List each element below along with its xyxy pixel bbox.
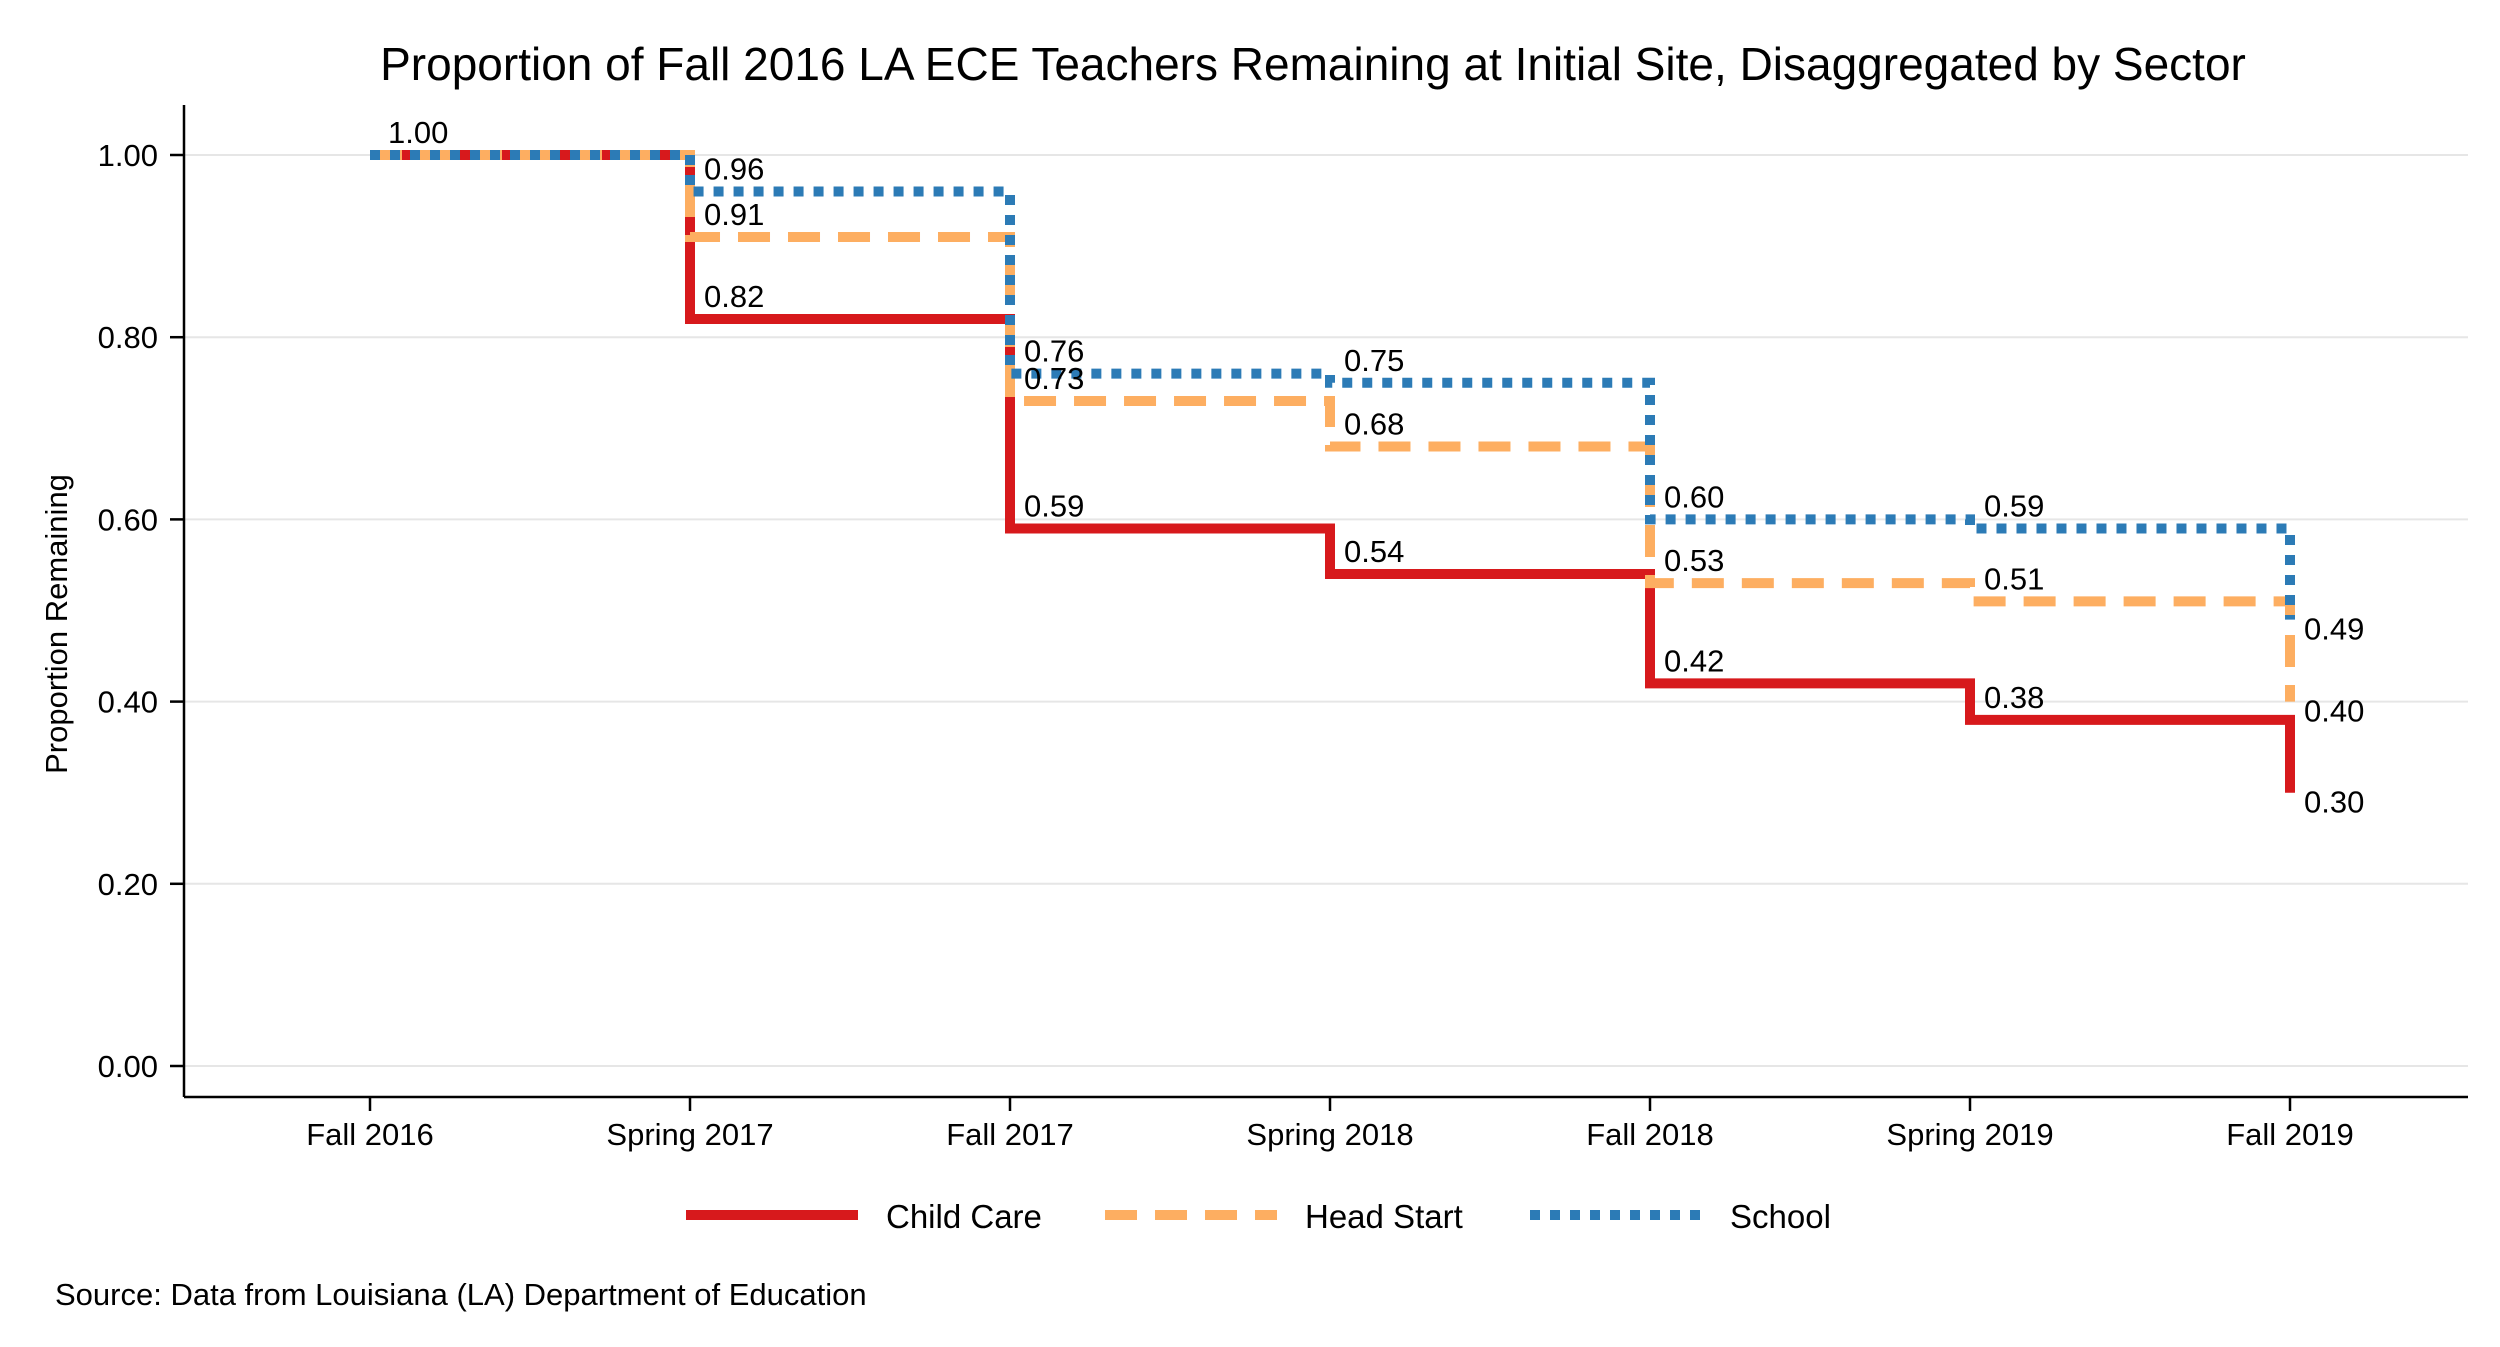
y-axis-ticks: 0.00 0.20 0.40 0.60 0.80 1.00 (98, 138, 184, 1084)
x-tick-label: Fall 2019 (2226, 1117, 2354, 1152)
data-label: 0.96 (704, 151, 764, 186)
series-line-head-start (370, 150, 2295, 702)
data-labels: 1.00 0.82 0.59 0.54 0.42 0.38 0.30 0.91 0.73 0.68… (388, 115, 2364, 820)
gridlines (184, 154, 2468, 1067)
x-tick-label: Spring 2017 (606, 1117, 773, 1152)
data-label: 0.42 (1664, 643, 1724, 678)
data-label: 0.49 (2304, 612, 2364, 647)
x-tick-label: Fall 2017 (946, 1117, 1074, 1152)
data-label: 0.68 (1344, 407, 1404, 442)
data-label: 0.53 (1664, 543, 1724, 578)
chart-title: Proportion of Fall 2016 LA ECE Teachers … (380, 38, 2246, 90)
y-tick-label: 0.80 (98, 320, 158, 355)
series-line-school (370, 150, 2295, 620)
y-tick-label: 0.00 (98, 1049, 158, 1084)
x-tick-label: Fall 2018 (1586, 1117, 1714, 1152)
x-tick-label: Fall 2016 (306, 1117, 434, 1152)
data-label: 0.82 (704, 279, 764, 314)
data-label: 0.76 (1024, 334, 1084, 369)
y-tick-label: 0.60 (98, 502, 158, 537)
data-label: 1.00 (388, 115, 448, 150)
y-tick-label: 0.40 (98, 685, 158, 720)
y-axis-title: Proportion Remaining (39, 474, 74, 774)
data-label: 0.75 (1344, 343, 1404, 378)
x-tick-label: Spring 2018 (1246, 1117, 1413, 1152)
legend-label: Child Care (886, 1198, 1042, 1235)
x-axis-ticks: Fall 2016 Spring 2017 Fall 2017 Spring 2018… (306, 1097, 2354, 1152)
legend: Child Care Head Start School (686, 1198, 1831, 1235)
data-label: 0.59 (1024, 489, 1084, 524)
data-label: 0.40 (2304, 694, 2364, 729)
data-label: 0.51 (1984, 561, 2044, 596)
series-lines (370, 150, 2295, 793)
legend-label: School (1730, 1198, 1831, 1235)
data-label: 0.54 (1344, 534, 1404, 569)
x-tick-label: Spring 2019 (1886, 1117, 2053, 1152)
series-line-child-care (370, 150, 2295, 793)
data-label: 0.59 (1984, 489, 2044, 524)
y-tick-label: 0.20 (98, 867, 158, 902)
legend-label: Head Start (1305, 1198, 1463, 1235)
data-label: 0.60 (1664, 479, 1724, 514)
data-label: 0.38 (1984, 680, 2044, 715)
data-label: 0.30 (2304, 785, 2364, 820)
y-tick-label: 1.00 (98, 138, 158, 173)
source-note: Source: Data from Louisiana (LA) Departm… (55, 1277, 867, 1312)
data-label: 0.91 (704, 197, 764, 232)
data-label: 0.73 (1024, 361, 1084, 396)
